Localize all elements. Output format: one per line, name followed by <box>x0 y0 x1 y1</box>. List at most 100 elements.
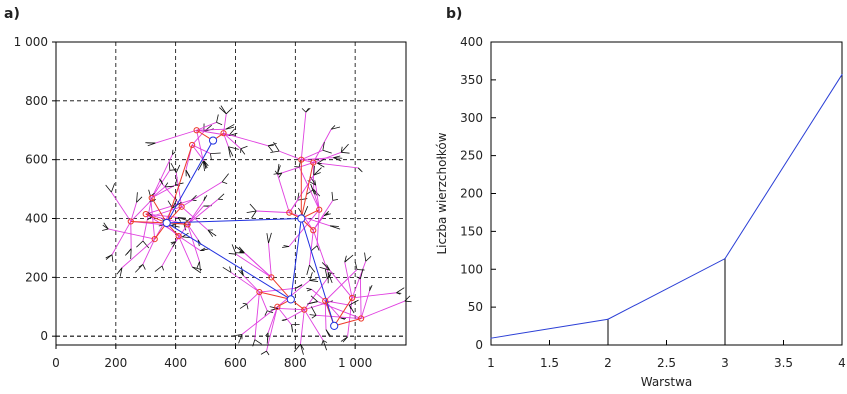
a-edge-layer2 <box>151 197 168 224</box>
a-xtick-label: 0 <box>52 356 60 370</box>
a-edge-layer4 <box>330 225 339 227</box>
a-ytick-label: 0 <box>40 329 48 343</box>
a-edge-layer4 <box>164 182 169 188</box>
a-hub-node <box>330 321 339 330</box>
a-edge-layer3 <box>187 224 199 241</box>
a-edge-layer4 <box>110 183 116 193</box>
a-edge-layer4 <box>197 160 204 171</box>
a-node <box>189 141 196 149</box>
a-edge-layer4 <box>136 192 138 203</box>
a-edge-layer4 <box>277 163 280 175</box>
a-edge-layer4 <box>147 142 156 147</box>
a-edge-layer4 <box>240 148 246 155</box>
a-edge-layer3 <box>223 132 269 147</box>
a-edge-layer4 <box>327 272 333 283</box>
a-axes-frame <box>55 41 407 346</box>
a-ytick-label: 800 <box>25 94 48 108</box>
b-ytick-label: 150 <box>460 224 483 238</box>
a-edge-layer3 <box>267 306 278 333</box>
a-edge-layer4 <box>316 245 320 251</box>
a-edge-layer3 <box>130 201 151 222</box>
a-hub-node <box>286 295 295 304</box>
a-edge-layer4 <box>309 280 319 282</box>
a-edge-layer4 <box>249 203 257 212</box>
a-node <box>274 303 281 310</box>
a-ytick-label: 600 <box>25 153 48 167</box>
a-edge-layer4 <box>306 287 312 290</box>
a-xtick-label: 200 <box>104 356 127 370</box>
a-edge-layer4 <box>324 269 328 279</box>
a-edge-layer4 <box>311 186 315 195</box>
b-data-point <box>724 258 726 260</box>
a-edge-layer4 <box>172 198 178 209</box>
a-edge-layer4 <box>349 299 359 306</box>
b-xtick-label: 1 <box>487 356 495 370</box>
a-edge-layer4 <box>309 314 317 316</box>
a-edge-layer1 <box>166 140 214 224</box>
a-edge-layer3 <box>259 291 268 311</box>
a-edge-layer4 <box>177 217 188 221</box>
a-edge-layer4 <box>118 267 123 273</box>
a-edge-layer4 <box>203 124 212 132</box>
a-edge-layer3 <box>196 121 217 131</box>
a-edge-layer3 <box>303 309 324 341</box>
a-edge-layer4 <box>264 310 268 316</box>
a-edge-layer4 <box>185 169 191 177</box>
a-edge-layer3 <box>324 300 327 330</box>
a-edge-layer3 <box>301 149 324 161</box>
a-edge-layer4 <box>136 240 144 248</box>
b-data-point <box>490 337 492 339</box>
a-edge-layer3 <box>254 292 260 340</box>
a-edge-layer3 <box>309 230 314 266</box>
a-edge-layer3 <box>175 172 183 207</box>
a-edge-layer4 <box>105 184 112 193</box>
a-edge-layer4 <box>172 151 176 155</box>
a-edge-layer3 <box>303 278 328 310</box>
a-edge-layer4 <box>254 339 262 345</box>
a-edge-layer3 <box>223 113 227 134</box>
a-edge-layer1 <box>166 222 292 300</box>
a-edge-layer3 <box>196 130 204 162</box>
a-edge-layer3 <box>344 261 353 299</box>
a-edge-layer4 <box>232 333 243 337</box>
a-edge-layer2 <box>271 277 292 300</box>
a-edge-layer3 <box>151 184 176 199</box>
a-edge-layer3 <box>277 306 292 326</box>
a-edge-layer4 <box>148 189 151 197</box>
b-xtick-label: 3 <box>721 356 729 370</box>
a-edge-layer4 <box>228 128 235 136</box>
a-edge-layer4 <box>228 253 237 255</box>
a-edge-layer4 <box>305 107 311 113</box>
a-edge-layer4 <box>309 272 313 281</box>
a-edge-layer3 <box>316 314 362 319</box>
a-edge-layer4 <box>298 159 302 168</box>
a-edge-layer3 <box>360 290 371 319</box>
a-edge-layer4 <box>225 124 235 130</box>
a-xtick-label: 600 <box>224 356 247 370</box>
a-edge-layer4 <box>260 350 267 355</box>
a-edge-layer3 <box>316 209 320 246</box>
a-edge-layer4 <box>160 179 164 185</box>
a-xtick-label: 800 <box>284 356 307 370</box>
a-node <box>175 233 182 240</box>
a-edge-layer4 <box>266 233 269 244</box>
a-edge-layer4 <box>313 172 321 176</box>
a-edge-layer4 <box>360 268 364 280</box>
a-node <box>310 159 317 166</box>
a-edge-layer3 <box>351 261 367 299</box>
a-edge-layer4 <box>306 189 314 195</box>
a-edge-layer4 <box>239 303 248 309</box>
a-edge-layer4 <box>240 145 248 150</box>
a-node <box>151 235 158 243</box>
a-edge-layer4 <box>332 198 339 201</box>
a-edge-layer4 <box>231 244 237 255</box>
a-edge-layer4 <box>344 257 350 263</box>
a-edge-layer3 <box>178 235 201 251</box>
a-edge-layer4 <box>102 228 109 231</box>
a-edge-layer4 <box>333 157 343 159</box>
a-edge-layer3 <box>244 252 272 278</box>
a-edge-layer4 <box>105 254 113 260</box>
a-edge-layer4 <box>326 264 331 271</box>
a-edge-layer4 <box>278 172 283 178</box>
